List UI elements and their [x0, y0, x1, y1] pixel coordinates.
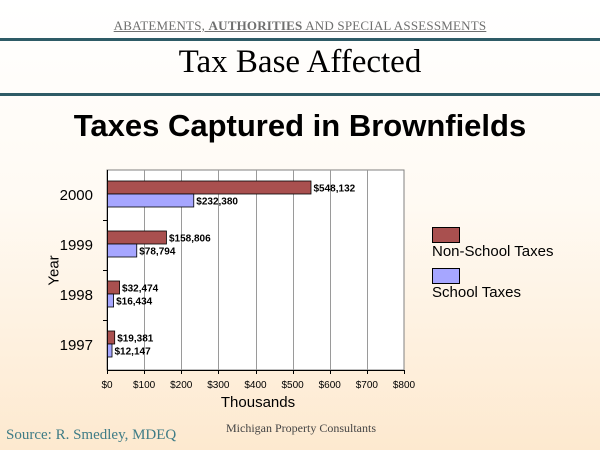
source-note: Source: R. Smedley, MDEQ: [6, 427, 177, 443]
y-tick-label: 1999: [60, 237, 93, 254]
data-label: $78,794: [139, 247, 176, 258]
x-tick-label: $400: [244, 380, 267, 391]
data-label: $19,381: [117, 334, 154, 345]
x-tick-label: $0: [101, 380, 113, 391]
y-axis-label: Year: [45, 255, 63, 286]
data-label: $12,147: [115, 347, 152, 358]
bar: [107, 280, 120, 295]
x-tick-label: $100: [133, 380, 156, 391]
data-label: $16,434: [116, 297, 153, 308]
bar: [107, 230, 167, 245]
legend-label-school: School Taxes: [432, 284, 521, 301]
slide-subtitle: Tax Base Affected: [178, 44, 422, 80]
x-tick-label: $600: [319, 380, 342, 391]
data-label: $32,474: [122, 284, 159, 295]
y-tick-label: 1997: [60, 337, 93, 354]
x-axis-label: Thousands: [220, 394, 296, 411]
chart-title: Taxes Captured in Brownfields: [73, 108, 527, 143]
data-label: $548,132: [313, 184, 355, 195]
x-tick-label: $200: [170, 380, 193, 391]
data-label: $158,806: [169, 234, 211, 245]
header-segment-1: ABATEMENTS,: [113, 18, 209, 33]
bar: [107, 343, 113, 358]
bar: [107, 330, 116, 345]
bar: [107, 243, 138, 258]
subtitle-divider: [0, 93, 600, 96]
top-divider: [0, 38, 600, 41]
consultant-credit: Michigan Property Consultants: [226, 421, 376, 435]
y-tick-label: 1998: [60, 287, 93, 304]
legend-swatch-non-school: [432, 227, 460, 243]
section-header: ABATEMENTS, AUTHORITIES AND SPECIAL ASSE…: [0, 18, 600, 34]
bar: [107, 193, 195, 208]
bar: [107, 293, 115, 308]
x-tick-label: $700: [356, 380, 379, 391]
header-segment-2: AUTHORITIES: [208, 18, 303, 33]
data-label: $232,380: [196, 197, 238, 208]
header-segment-3: AND SPECIAL ASSESSMENTS: [302, 18, 487, 33]
x-tick-label: $300: [207, 380, 230, 391]
x-tick-label: $500: [282, 380, 305, 391]
legend-swatch-school: [432, 268, 460, 284]
y-tick-label: 2000: [60, 187, 93, 204]
legend-label-non-school: Non-School Taxes: [432, 243, 554, 260]
bar: [107, 180, 312, 195]
x-tick-label: $800: [393, 380, 416, 391]
